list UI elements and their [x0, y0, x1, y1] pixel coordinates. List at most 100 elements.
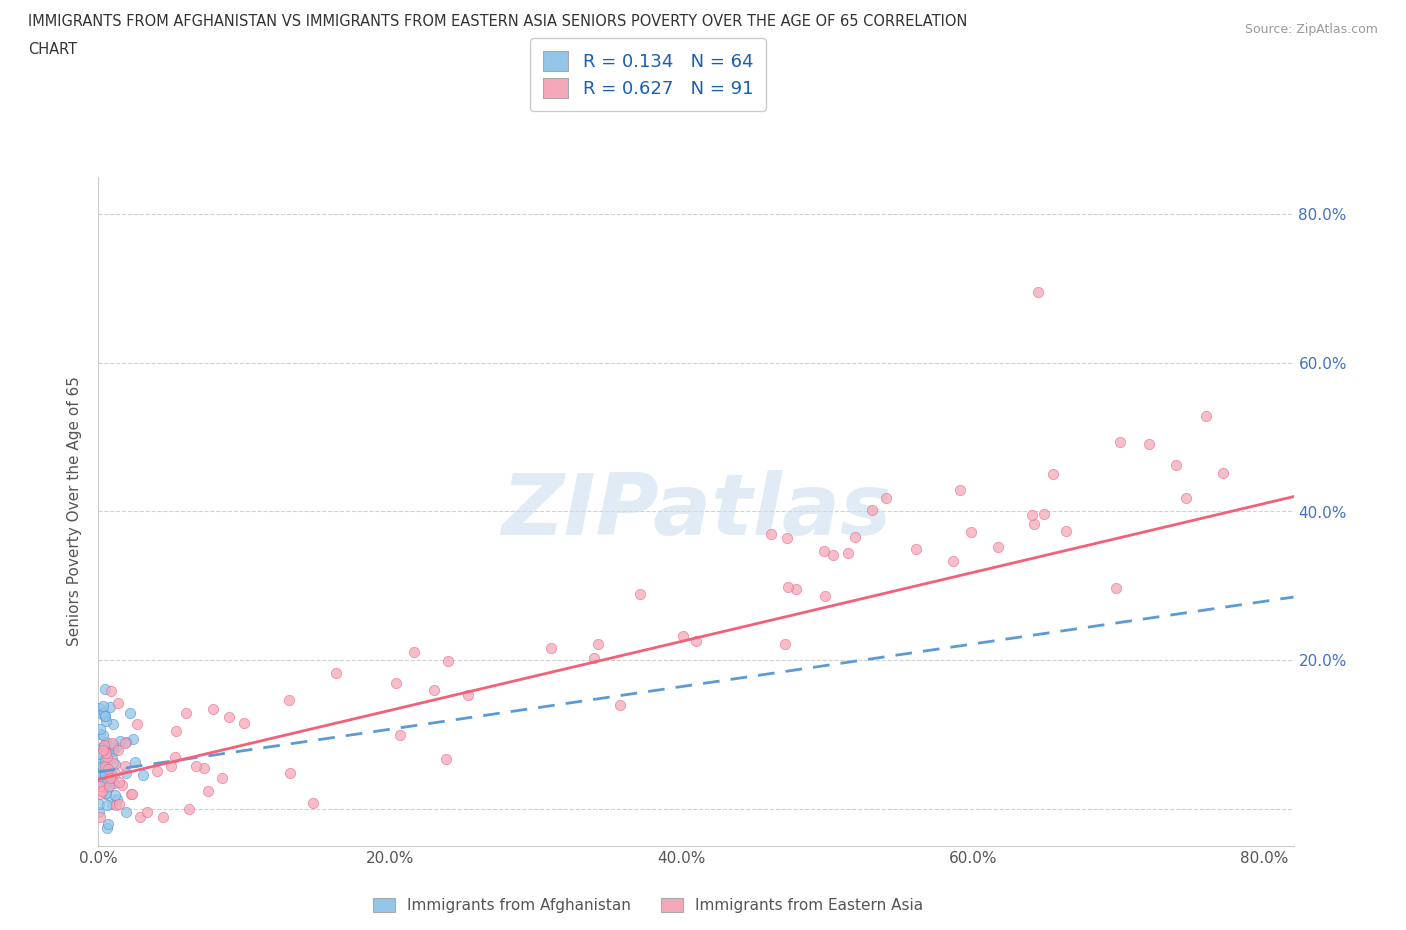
- Point: [785, 581, 807, 596]
- Point: [89, 786, 111, 801]
- Point: [104, 757, 127, 772]
- Point: [107, 796, 129, 811]
- Point: [949, 483, 972, 498]
- Legend: Immigrants from Afghanistan, Immigrants from Eastern Asia: Immigrants from Afghanistan, Immigrants …: [367, 892, 929, 919]
- Point: [457, 687, 479, 702]
- Point: [136, 804, 159, 819]
- Point: [91, 760, 114, 775]
- Y-axis label: Seniors Poverty Over the Age of 65: Seniors Poverty Over the Age of 65: [67, 377, 83, 646]
- Point: [94, 709, 117, 724]
- Point: [422, 683, 444, 698]
- Point: [120, 787, 142, 802]
- Point: [685, 633, 707, 648]
- Point: [101, 756, 124, 771]
- Point: [90, 740, 112, 755]
- Point: [1042, 467, 1064, 482]
- Point: [91, 707, 114, 722]
- Point: [93, 737, 115, 752]
- Point: [91, 698, 114, 713]
- Point: [776, 579, 799, 594]
- Point: [89, 700, 111, 715]
- Point: [124, 755, 146, 770]
- Point: [278, 766, 301, 781]
- Point: [105, 739, 128, 754]
- Point: [103, 716, 125, 731]
- Point: [108, 734, 131, 749]
- Point: [94, 746, 117, 761]
- Point: [96, 713, 118, 728]
- Point: [211, 770, 233, 785]
- Point: [108, 775, 131, 790]
- Text: ZIPatlas: ZIPatlas: [501, 470, 891, 553]
- Point: [875, 491, 897, 506]
- Point: [165, 724, 187, 739]
- Point: [94, 760, 117, 775]
- Point: [96, 743, 118, 758]
- Point: [114, 758, 136, 773]
- Point: [91, 770, 114, 785]
- Point: [1054, 524, 1077, 538]
- Point: [100, 796, 122, 811]
- Point: [96, 750, 118, 764]
- Point: [104, 765, 127, 780]
- Point: [1164, 458, 1187, 472]
- Point: [583, 650, 606, 665]
- Point: [325, 665, 347, 680]
- Point: [201, 701, 224, 716]
- Point: [101, 737, 124, 752]
- Point: [1108, 434, 1130, 449]
- Point: [905, 541, 928, 556]
- Point: [759, 526, 782, 541]
- Point: [107, 742, 129, 757]
- Point: [115, 734, 138, 749]
- Point: [1174, 491, 1197, 506]
- Point: [93, 773, 115, 788]
- Text: IMMIGRANTS FROM AFGHANISTAN VS IMMIGRANTS FROM EASTERN ASIA SENIORS POVERTY OVER: IMMIGRANTS FROM AFGHANISTAN VS IMMIGRANT…: [28, 14, 967, 29]
- Point: [98, 699, 121, 714]
- Point: [93, 744, 115, 759]
- Point: [94, 709, 117, 724]
- Point: [128, 809, 150, 824]
- Point: [389, 728, 412, 743]
- Point: [152, 809, 174, 824]
- Point: [101, 751, 124, 765]
- Point: [821, 548, 844, 563]
- Point: [98, 746, 121, 761]
- Point: [98, 771, 121, 786]
- Point: [122, 731, 145, 746]
- Point: [111, 777, 134, 792]
- Point: [96, 772, 118, 787]
- Text: CHART: CHART: [28, 42, 77, 57]
- Point: [609, 698, 631, 712]
- Point: [1212, 466, 1234, 481]
- Point: [97, 817, 120, 831]
- Point: [177, 802, 200, 817]
- Point: [132, 768, 155, 783]
- Point: [96, 798, 118, 813]
- Point: [89, 796, 111, 811]
- Point: [844, 529, 866, 544]
- Point: [437, 653, 460, 668]
- Point: [100, 684, 122, 699]
- Point: [146, 764, 169, 778]
- Point: [94, 751, 117, 766]
- Point: [96, 820, 118, 835]
- Point: [90, 784, 112, 799]
- Point: [628, 587, 651, 602]
- Point: [89, 722, 111, 737]
- Text: Source: ZipAtlas.com: Source: ZipAtlas.com: [1244, 23, 1378, 36]
- Point: [118, 706, 141, 721]
- Point: [91, 759, 114, 774]
- Point: [384, 676, 406, 691]
- Point: [89, 805, 111, 820]
- Point: [100, 768, 122, 783]
- Point: [193, 761, 215, 776]
- Point: [94, 735, 117, 750]
- Point: [93, 728, 115, 743]
- Point: [160, 758, 183, 773]
- Point: [402, 645, 425, 660]
- Point: [986, 540, 1008, 555]
- Point: [1028, 285, 1050, 299]
- Point: [89, 778, 111, 793]
- Point: [1021, 507, 1043, 522]
